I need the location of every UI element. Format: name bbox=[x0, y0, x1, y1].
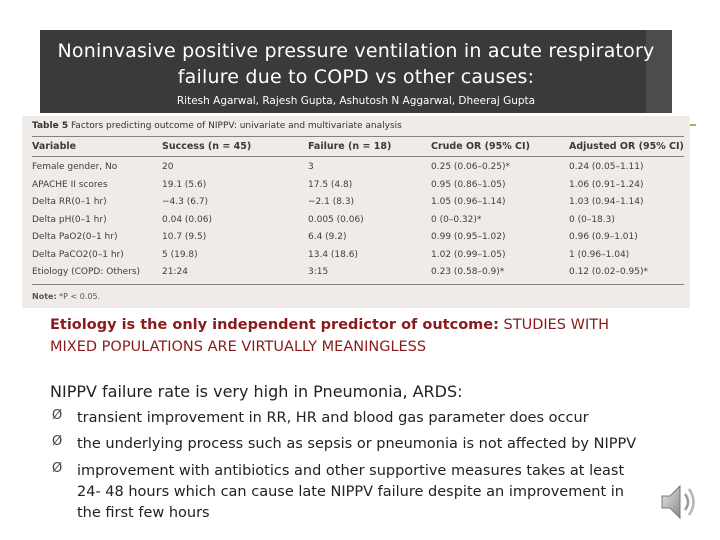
bullet-text: transient improvement in RR, HR and bloo… bbox=[77, 410, 589, 426]
table-cell: 20 bbox=[162, 162, 174, 172]
table-cell: Delta PaO2(0–1 hr) bbox=[32, 232, 118, 242]
table-cell: 13.4 (18.6) bbox=[308, 249, 358, 260]
table-cell: 1.05 (0.96–1.14) bbox=[431, 197, 506, 207]
table-cell: 1.03 (0.94–1.14) bbox=[569, 197, 644, 207]
table-cell: 0.23 (0.58–0.9)* bbox=[431, 267, 505, 277]
column-header: Variable bbox=[32, 141, 77, 152]
table-cell: 0 (0–0.32)* bbox=[431, 214, 482, 225]
failure-rate-heading: NIPPV failure rate is very high in Pneum… bbox=[50, 382, 463, 401]
authors-line: Ritesh Agarwal, Rajesh Gupta, Ashutosh N… bbox=[176, 95, 536, 107]
table-cell: Delta RR(0–1 hr) bbox=[32, 197, 107, 207]
table-caption: Table 5 Factors predicting outcome of NI… bbox=[32, 121, 402, 131]
column-header: Crude OR (95% CI) bbox=[431, 141, 530, 152]
speaker-icon[interactable] bbox=[658, 480, 698, 524]
table-cell: Etiology (COPD: Others) bbox=[32, 267, 141, 277]
table-cell: 3 bbox=[308, 162, 314, 172]
table-cell: 0.25 (0.06–0.25)* bbox=[431, 162, 511, 172]
column-header: Adjusted OR (95% CI) bbox=[569, 141, 684, 152]
arrow-bullet-icon: Ø bbox=[52, 461, 63, 476]
results-table: Table 5 Factors predicting outcome of NI… bbox=[22, 116, 690, 308]
table-rule-header bbox=[32, 156, 684, 157]
table-cell: 6.4 (9.2) bbox=[308, 232, 347, 242]
table-cell: 1.02 (0.99–1.05) bbox=[431, 249, 506, 260]
slide-title-line-1: Noninvasive positive pressure ventilatio… bbox=[57, 40, 655, 62]
table-cell: Delta PaCO2(0–1 hr) bbox=[32, 249, 124, 260]
table-rule-top bbox=[32, 136, 684, 137]
title-banner bbox=[40, 30, 672, 113]
table-cell: Delta pH(0–1 hr) bbox=[32, 214, 107, 225]
bullet-text: improvement with antibiotics and other s… bbox=[77, 463, 625, 479]
table-cell: 0.95 (0.86–1.05) bbox=[431, 179, 506, 190]
table-cell: 0.005 (0.06) bbox=[308, 214, 364, 225]
table-cell: 0.99 (0.95–1.02) bbox=[431, 232, 506, 242]
table-cell: 0.24 (0.05–1.11) bbox=[569, 162, 644, 172]
table-cell: 19.1 (5.6) bbox=[162, 179, 207, 190]
etiology-statement-line-2: MIXED POPULATIONS ARE VIRTUALLY MEANINGL… bbox=[50, 339, 427, 355]
table-cell: 5 (19.8) bbox=[162, 249, 198, 260]
bullet-text: the underlying process such as sepsis or… bbox=[77, 436, 637, 452]
table-cell: −4.3 (6.7) bbox=[162, 197, 209, 207]
table-cell: 21:24 bbox=[162, 267, 188, 277]
column-header: Failure (n = 18) bbox=[308, 141, 392, 152]
arrow-bullet-icon: Ø bbox=[52, 434, 63, 449]
accent-mark bbox=[690, 124, 696, 126]
table-cell: 1 (0.96–1.04) bbox=[569, 249, 630, 260]
table-cell: 0.04 (0.06) bbox=[162, 214, 212, 225]
table-cell: 0 (0–18.3) bbox=[569, 214, 615, 225]
arrow-bullet-icon: Ø bbox=[52, 408, 63, 423]
table-cell: −2.1 (8.3) bbox=[308, 197, 355, 207]
table-cell: 0.12 (0.02–0.95)* bbox=[569, 267, 649, 277]
table-note: Note: *P < 0.05. bbox=[32, 292, 101, 301]
etiology-statement: Etiology is the only independent predict… bbox=[50, 317, 609, 333]
table-cell: 3:15 bbox=[308, 267, 329, 277]
bullet-text: the first few hours bbox=[77, 505, 210, 521]
table-cell: 17.5 (4.8) bbox=[308, 179, 353, 190]
column-header: Success (n = 45) bbox=[162, 141, 252, 152]
slide-title-line-2: failure due to COPD vs other causes: bbox=[177, 66, 535, 88]
table-cell: Female gender, No bbox=[32, 162, 118, 172]
table-cell: 10.7 (9.5) bbox=[162, 232, 207, 242]
table-cell: APACHE II scores bbox=[32, 179, 108, 190]
table-cell: 0.96 (0.9–1.01) bbox=[569, 232, 638, 242]
table-rule-bottom bbox=[32, 284, 684, 285]
bullet-text: 24- 48 hours which can cause late NIPPV … bbox=[77, 484, 624, 500]
table-cell: 1.06 (0.91–1.24) bbox=[569, 179, 644, 190]
